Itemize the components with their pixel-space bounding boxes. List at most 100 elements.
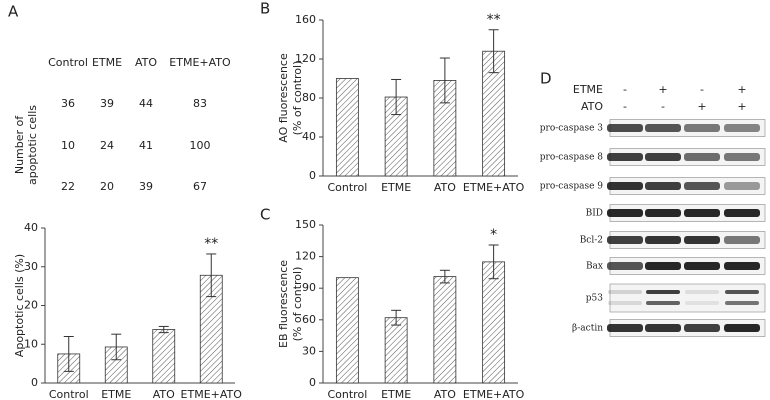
blot-band bbox=[724, 182, 760, 190]
protein-label: Bcl-2 bbox=[580, 236, 603, 246]
blot-band bbox=[645, 324, 681, 332]
blot-band bbox=[645, 236, 681, 244]
blot-band bbox=[607, 182, 643, 190]
blot-band bbox=[684, 262, 720, 270]
y-axis-label: EB fluorescence bbox=[277, 260, 290, 348]
bar bbox=[433, 276, 457, 384]
blot-band bbox=[645, 209, 681, 217]
protein-label: pro-caspase 8 bbox=[540, 153, 603, 163]
blot-band bbox=[724, 209, 760, 217]
x-tick-label: Control bbox=[327, 181, 367, 194]
table-cell: 39 bbox=[139, 180, 153, 193]
x-tick-label: ATO bbox=[153, 388, 175, 400]
annotation: ** bbox=[487, 12, 501, 28]
row-label: apoptotic cells bbox=[26, 105, 39, 185]
table-cell: 44 bbox=[139, 97, 153, 110]
blot-band bbox=[607, 324, 643, 332]
annotation: ** bbox=[204, 236, 218, 252]
condition-label: ETME bbox=[573, 83, 603, 96]
condition-sign: + bbox=[737, 100, 746, 113]
blot-band bbox=[684, 153, 720, 161]
condition-sign: - bbox=[661, 100, 665, 113]
table-cell: 22 bbox=[61, 180, 75, 193]
panel-label: B bbox=[260, 0, 270, 18]
protein-label: pro-caspase 3 bbox=[540, 124, 603, 134]
table-header: ATO bbox=[135, 56, 157, 69]
blot-band bbox=[724, 236, 760, 244]
protein-label: β-actin bbox=[572, 324, 603, 334]
blot-band bbox=[608, 301, 642, 305]
y-tick-label: 150 bbox=[295, 218, 316, 231]
x-tick-label: ETME bbox=[101, 388, 131, 400]
y-tick-label: 160 bbox=[295, 13, 316, 26]
bar bbox=[384, 317, 408, 384]
blot-band bbox=[607, 153, 643, 161]
table-header: ETME+ATO bbox=[169, 56, 231, 69]
table-cell: 41 bbox=[139, 139, 153, 152]
blot-band bbox=[685, 301, 719, 305]
panel-label: D bbox=[540, 70, 552, 88]
condition-sign: - bbox=[623, 100, 627, 113]
blot-band bbox=[607, 209, 643, 217]
y-tick-label: 120 bbox=[295, 52, 316, 65]
table-cell: 67 bbox=[193, 180, 207, 193]
protein-label: BID bbox=[586, 209, 603, 219]
protein-label: Bax bbox=[586, 262, 603, 272]
annotation: * bbox=[490, 227, 497, 243]
blot-band bbox=[607, 124, 643, 132]
blot-band bbox=[645, 153, 681, 161]
y-tick-label: 90 bbox=[302, 281, 316, 294]
table-cell: 24 bbox=[100, 139, 114, 152]
condition-sign: + bbox=[658, 83, 667, 96]
blot-band bbox=[725, 290, 759, 294]
condition-sign: + bbox=[697, 100, 706, 113]
y-tick-label: 0 bbox=[309, 169, 316, 182]
x-tick-label: ETME+ATO bbox=[463, 181, 525, 194]
blot-band bbox=[684, 236, 720, 244]
condition-label: ATO bbox=[581, 100, 603, 113]
table-cell: 39 bbox=[100, 97, 114, 110]
blot-band bbox=[685, 290, 719, 294]
x-tick-label: ATO bbox=[434, 388, 456, 400]
bar bbox=[482, 261, 506, 384]
table-cell: 36 bbox=[61, 97, 75, 110]
blot-band bbox=[607, 236, 643, 244]
table-cell: 83 bbox=[193, 97, 207, 110]
blot-band bbox=[724, 262, 760, 270]
row-label: Number of bbox=[13, 115, 26, 174]
y-tick-label: 30 bbox=[24, 260, 38, 273]
blot-band bbox=[646, 301, 680, 305]
blot-band bbox=[645, 124, 681, 132]
table-header: ETME bbox=[92, 56, 122, 69]
y-tick-label: 0 bbox=[31, 376, 38, 389]
y-tick-label: 40 bbox=[302, 130, 316, 143]
y-tick-label: 60 bbox=[302, 313, 316, 326]
x-tick-label: Control bbox=[49, 388, 89, 400]
y-tick-label: 120 bbox=[295, 250, 316, 263]
protein-label: p53 bbox=[586, 294, 603, 304]
blot-band bbox=[684, 182, 720, 190]
y-tick-label: 30 bbox=[302, 344, 316, 357]
y-tick-label: 80 bbox=[302, 91, 316, 104]
panel-label: A bbox=[8, 3, 19, 21]
condition-sign: - bbox=[700, 83, 704, 96]
table-cell: 100 bbox=[190, 139, 211, 152]
y-tick-label: 20 bbox=[24, 299, 38, 312]
x-tick-label: ETME+ATO bbox=[181, 388, 243, 400]
x-tick-label: ETME bbox=[381, 181, 411, 194]
x-tick-label: ETME+ATO bbox=[463, 388, 525, 400]
y-axis-label: AO fluorescence bbox=[277, 53, 290, 143]
blot-band bbox=[607, 262, 643, 270]
x-tick-label: ATO bbox=[434, 181, 456, 194]
condition-sign: + bbox=[737, 83, 746, 96]
blot-band bbox=[645, 262, 681, 270]
blot-frame bbox=[609, 283, 766, 313]
bar bbox=[335, 277, 359, 384]
blot-band bbox=[645, 182, 681, 190]
y-tick-label: 10 bbox=[24, 337, 38, 350]
blot-band bbox=[684, 324, 720, 332]
y-tick-label: 40 bbox=[24, 221, 38, 234]
blot-band bbox=[724, 324, 760, 332]
